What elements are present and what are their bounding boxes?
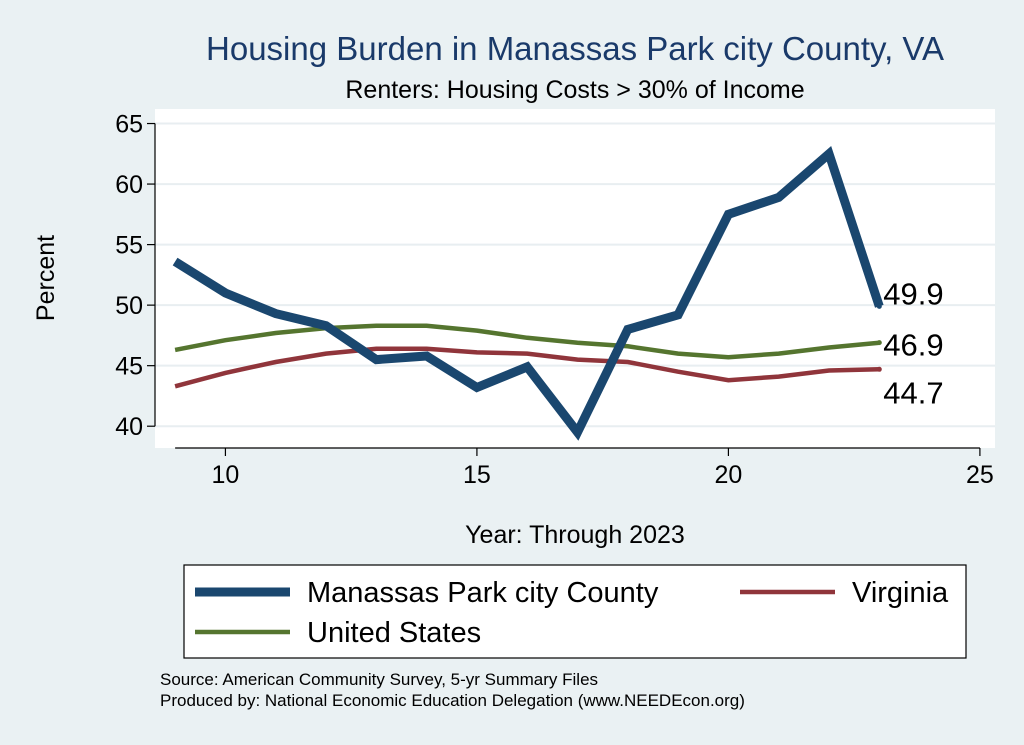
legend-label-manassas-park-city-county: Manassas Park city County (307, 577, 659, 609)
end-point-virginia (876, 366, 882, 372)
grid-lines (155, 122, 995, 428)
producer-line: Produced by: National Economic Education… (160, 691, 745, 710)
y-tick-label-55: 55 (115, 232, 143, 260)
source-line: Source: American Community Survey, 5-yr … (160, 670, 598, 689)
legend-label-united-states: United States (307, 617, 481, 649)
y-tick-label-40: 40 (115, 413, 143, 441)
end-label-virginia: 44.7 (883, 375, 943, 410)
y-tick-label-60: 60 (115, 171, 143, 199)
legend: Manassas Park city County Virginia United … (195, 577, 949, 649)
series-line-virginia (174, 346, 880, 389)
end-point-united-states (876, 340, 882, 346)
y-tick-label-50: 50 (115, 292, 143, 320)
legend-label-virginia: Virginia (852, 577, 949, 609)
end-labels: 49.9 46.9 44.7 (876, 276, 944, 410)
chart-subtitle: Renters: Housing Costs > 30% of Income (345, 76, 804, 104)
end-point-manassas-park-city-county (876, 303, 882, 309)
axes: 40 45 50 55 60 65 10 15 20 25 (115, 111, 994, 489)
x-tick-label-25: 25 (966, 461, 994, 489)
x-axis-title: Year: Through 2023 (465, 521, 685, 549)
legend-box (183, 564, 967, 659)
series-line-united-states (174, 323, 880, 360)
x-tick-label-20: 20 (715, 461, 743, 489)
y-tick-label-45: 45 (115, 353, 143, 381)
y-tick-label-65: 65 (115, 111, 143, 139)
x-tick-label-15: 15 (463, 461, 491, 489)
plot-area (155, 109, 995, 448)
y-axis-title: Percent (32, 235, 60, 321)
series-line-manassas-park-city-county (172, 145, 884, 441)
x-tick-label-10: 10 (212, 461, 240, 489)
end-label-united-states: 46.9 (883, 328, 943, 363)
chart-title: Housing Burden in Manassas Park city Cou… (206, 30, 944, 67)
end-label-manassas-park-city-county: 49.9 (883, 276, 943, 311)
series-lines (172, 145, 884, 441)
